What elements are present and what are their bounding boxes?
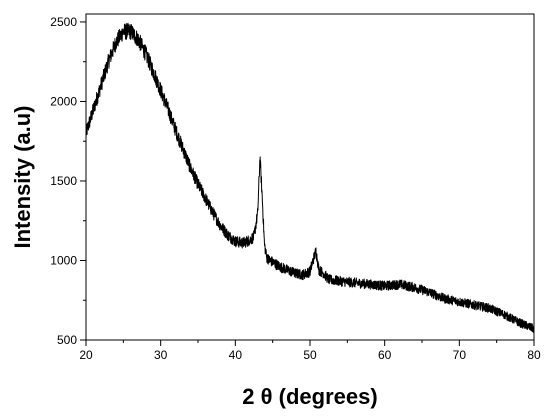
x-tick-label: 50 (303, 348, 317, 362)
x-tick-label: 30 (154, 348, 168, 362)
x-tick-label: 70 (453, 348, 467, 362)
y-axis-title: Intensity (a.u) (10, 105, 35, 248)
y-tick-label: 500 (57, 333, 77, 347)
y-tick-label: 2000 (50, 94, 77, 108)
y-tick-labels: 500 1000 1500 2000 2500 (50, 15, 77, 347)
x-tick-label: 20 (79, 348, 93, 362)
y-tick-label: 2500 (50, 15, 77, 29)
y-tick-label: 1500 (50, 174, 77, 188)
x-tick-label: 60 (378, 348, 392, 362)
plot-area-frame (85, 13, 535, 341)
y-tick-label: 1000 (50, 253, 77, 267)
x-tick-labels: 20 30 40 50 60 70 80 (79, 348, 541, 362)
tick-layer (80, 21, 535, 346)
x-tick-label: 40 (229, 348, 243, 362)
series-line (85, 22, 535, 333)
x-axis-title: 2 θ (degrees) (242, 384, 377, 409)
x-tick-label: 80 (527, 348, 541, 362)
